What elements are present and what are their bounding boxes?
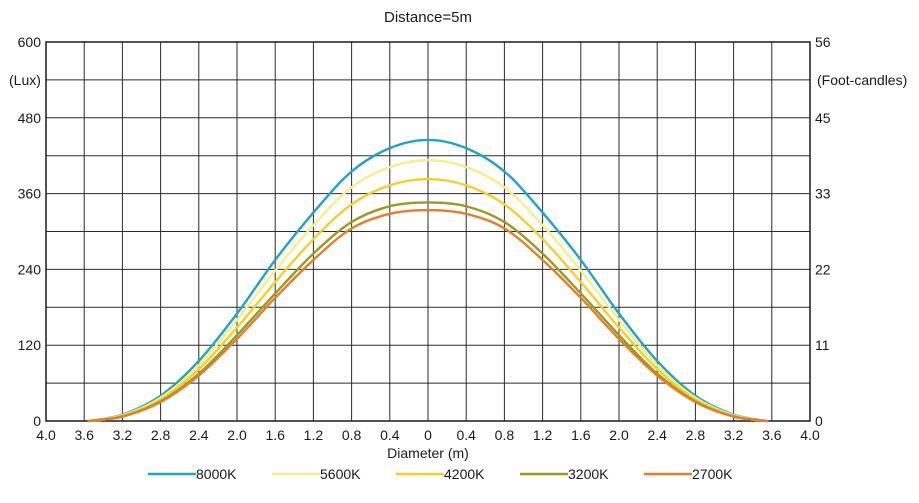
x-tick-label: 0.8 [495, 427, 515, 443]
y-left-tick-label: 600 [18, 34, 42, 50]
chart-title: Distance=5m [384, 9, 472, 26]
x-tick-label: 3.6 [762, 427, 782, 443]
y-right-tick-label: 0 [815, 413, 823, 429]
y-right-tick-label: 33 [815, 186, 831, 202]
y-left-unit-label: (Lux) [9, 72, 41, 88]
series-line-4200K [87, 177, 769, 423]
x-tick-label: 0.4 [380, 427, 400, 443]
x-tick-label: 0.4 [456, 427, 476, 443]
x-tick-label: 1.6 [571, 427, 591, 443]
y-left-tick-label: 480 [18, 110, 42, 126]
y-left-tick-label: 360 [18, 186, 42, 202]
x-tick-label: 1.2 [533, 427, 553, 443]
x-tick-label: 1.6 [265, 427, 285, 443]
legend-label-4200K: 4200K [444, 466, 485, 482]
y-right-tick-label: 45 [815, 110, 831, 126]
y-right-tick-label: 22 [815, 261, 831, 277]
x-tick-label: 3.2 [113, 427, 133, 443]
legend-label-3200K: 3200K [568, 466, 609, 482]
tick-labels: 4.0 3.6 3.2 2.8 2.4 2.0 1.6 1.2 0.8 0.4 0 0.4 0.8 1.2… [18, 34, 831, 443]
x-tick-label: 2.4 [189, 427, 209, 443]
y-right-tick-label: 56 [815, 34, 831, 50]
x-axis-label: Diameter (m) [387, 445, 469, 461]
y-left-tick-label: 240 [18, 261, 42, 277]
series-line-5600K [87, 158, 769, 423]
x-tick-label: 0.8 [342, 427, 362, 443]
x-tick-label: 3.2 [724, 427, 744, 443]
legend-label-5600K: 5600K [320, 466, 361, 482]
grid [45, 41, 811, 422]
y-left-tick-label: 0 [33, 413, 41, 429]
y-right-tick-label: 11 [815, 337, 830, 353]
y-right-unit-label: (Foot-candles) [817, 72, 907, 88]
series-line-2700K [87, 208, 769, 423]
axes [45, 41, 811, 422]
x-tick-label: 4.0 [36, 427, 56, 443]
x-tick-label: 2.0 [227, 427, 247, 443]
x-tick-label: 2.8 [686, 427, 706, 443]
legend-label-8000K: 8000K [196, 466, 237, 482]
y-left-tick-label: 120 [18, 337, 42, 353]
legend-label-2700K: 2700K [692, 466, 733, 482]
x-tick-label: 2.4 [647, 427, 667, 443]
x-tick-label: 2.0 [609, 427, 629, 443]
x-tick-label: 0 [424, 427, 432, 443]
series-lines [87, 138, 769, 423]
x-tick-label: 3.6 [74, 427, 94, 443]
x-tick-label: 2.8 [151, 427, 171, 443]
series-line-8000K [87, 138, 769, 423]
x-tick-label: 1.2 [304, 427, 324, 443]
legend: 8000K 5600K 4200K 3200K 2700K [148, 466, 733, 482]
plot-frame [45, 41, 811, 422]
series-line-3200K [87, 201, 769, 423]
x-tick-label: 4.0 [800, 427, 820, 443]
